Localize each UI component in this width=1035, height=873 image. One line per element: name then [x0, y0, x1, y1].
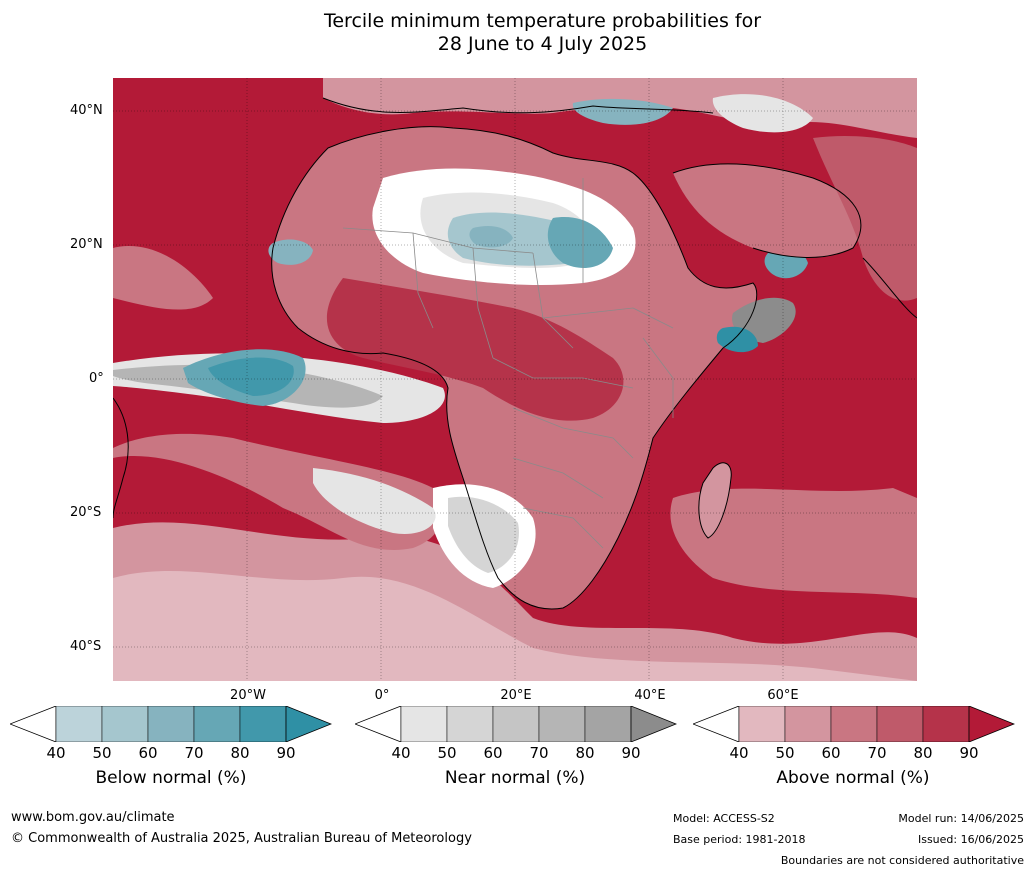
tick-label: 70 [529, 744, 549, 762]
tick-label: 50 [775, 744, 795, 762]
lon-label-20e: 20°E [500, 688, 532, 703]
lat-label-0: 0° [89, 371, 104, 386]
lon-label-0: 0° [374, 688, 390, 703]
footer-model: Model: ACCESS-S2 [673, 812, 775, 825]
tick-label: 90 [959, 744, 979, 762]
tick-label: 40 [729, 744, 749, 762]
colorbar-above-label: Above normal (%) [776, 768, 930, 788]
footer-boundaries-note: Boundaries are not considered authoritat… [780, 854, 1024, 867]
footer-copyright: © Commonwealth of Australia 2025, Austra… [11, 831, 472, 846]
colorbar-near-normal [355, 706, 677, 742]
chart-title-line2: 28 June to 4 July 2025 [437, 33, 648, 55]
lon-label-60e: 60°E [767, 688, 799, 703]
tick-label: 80 [913, 744, 933, 762]
tick-label: 50 [437, 744, 457, 762]
tick-label: 50 [92, 744, 112, 762]
tick-label: 60 [483, 744, 503, 762]
coastlines [113, 97, 917, 610]
southern-ocean-light-bands [113, 246, 917, 681]
tick-label: 40 [391, 744, 411, 762]
probability-map [113, 78, 917, 681]
footer-base-period: Base period: 1981-2018 [673, 833, 806, 846]
tick-label: 70 [184, 744, 204, 762]
tick-label: 80 [230, 744, 250, 762]
madagascar [698, 462, 732, 538]
equatorial-atlantic-tongue [113, 349, 445, 423]
chart-title-line1: Tercile minimum temperature probabilitie… [323, 10, 762, 32]
tick-label: 90 [621, 744, 641, 762]
lat-label-20n: 20°N [70, 237, 103, 252]
tick-label: 80 [575, 744, 595, 762]
colorbar-below-label: Below normal (%) [95, 768, 247, 788]
graticule [113, 78, 917, 681]
tick-label: 70 [867, 744, 887, 762]
tick-label: 60 [821, 744, 841, 762]
lon-label-20w: 20°W [230, 688, 266, 703]
sahara-pattern [372, 168, 636, 285]
lat-label-40n: 40°N [70, 103, 103, 118]
footer-issued: Issued: 16/06/2025 [917, 833, 1024, 846]
lat-label-20s: 20°S [70, 505, 102, 520]
colorbar-below-normal [10, 706, 332, 742]
footer-url: www.bom.gov.au/climate [11, 810, 175, 825]
tick-label: 60 [138, 744, 158, 762]
lat-label-40s: 40°S [70, 639, 102, 654]
lon-label-40e: 40°E [634, 688, 666, 703]
colorbar-near-label: Near normal (%) [444, 768, 586, 788]
tick-label: 40 [46, 744, 66, 762]
footer-model-run: Model run: 14/06/2025 [898, 812, 1024, 825]
country-boundaries [342, 178, 674, 549]
tick-label: 90 [276, 744, 296, 762]
colorbar-above-normal [693, 706, 1015, 742]
